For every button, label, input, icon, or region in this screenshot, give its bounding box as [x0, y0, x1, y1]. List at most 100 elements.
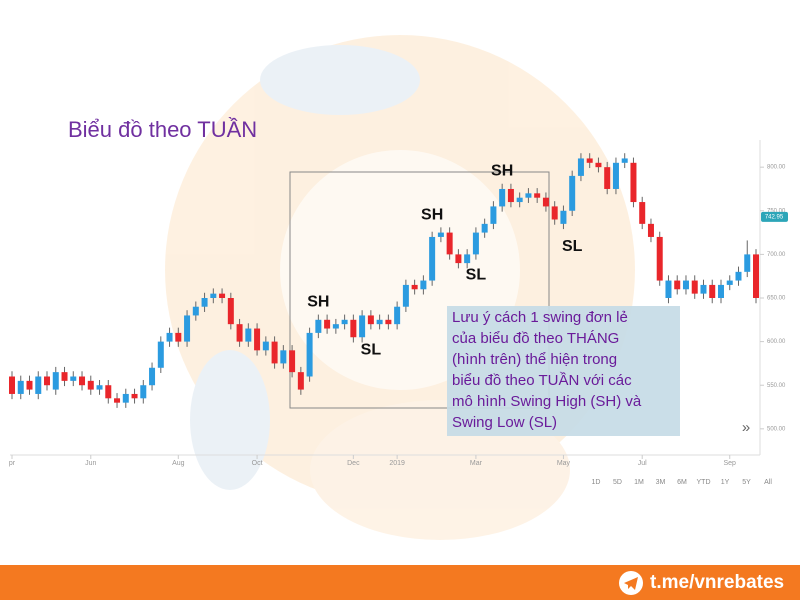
x-tick-label: Mar: [470, 460, 483, 467]
candle-body: [26, 380, 33, 390]
candle-body: [114, 398, 121, 403]
range-button[interactable]: 6M: [677, 479, 687, 486]
candle-body: [753, 254, 759, 298]
candle-body: [525, 193, 532, 198]
candle-body: [472, 232, 479, 255]
range-buttons: 1D 5D 1M 3M 6M YTD 1Y 5Y All: [592, 479, 773, 486]
footer-bar: [0, 565, 800, 600]
note-line: Lưu ý cách 1 swing đơn lẻ: [452, 309, 628, 326]
x-tick-label: 2019: [389, 460, 405, 467]
candle-body: [140, 385, 147, 399]
note-line: của biểu đồ theo THÁNG: [452, 330, 619, 347]
note: Lưu ý cách 1 swing đơn lẻ của biểu đồ the…: [452, 309, 642, 431]
candle-body: [166, 332, 173, 342]
y-tick-label: 700.00: [767, 252, 786, 258]
candle-body: [184, 315, 191, 342]
candle-body: [385, 319, 392, 325]
candle-body: [394, 306, 401, 325]
candle-body: [402, 284, 409, 307]
range-button[interactable]: 3M: [656, 479, 666, 486]
candle-body: [105, 385, 112, 399]
candle-body: [332, 324, 339, 329]
range-button[interactable]: 1Y: [721, 479, 730, 486]
x-tick-label: pr: [9, 460, 16, 467]
candle-body: [551, 206, 558, 220]
candle-body: [507, 188, 514, 203]
candle-body: [569, 175, 576, 211]
candle-body: [149, 367, 156, 386]
candle-body: [656, 236, 663, 281]
swing-label: SL: [466, 267, 487, 284]
note-line: biểu đồ theo TUẦN với các: [452, 372, 632, 389]
candle-body: [289, 350, 296, 373]
candle-body: [639, 202, 646, 224]
note-line: mô hình Swing High (SH) và: [452, 393, 642, 410]
candle-body: [79, 376, 86, 386]
candle-body: [595, 162, 602, 168]
candle-body: [359, 315, 366, 338]
telegram-glyph: [624, 577, 638, 590]
candle-body: [560, 210, 567, 224]
range-button[interactable]: YTD: [697, 479, 711, 486]
swing-label: SH: [491, 163, 513, 180]
candle-body: [52, 372, 59, 390]
note-box: [447, 306, 680, 436]
candle-body: [612, 162, 619, 189]
candle-body: [420, 280, 427, 290]
range-button[interactable]: 1M: [634, 479, 644, 486]
swing-label: SH: [421, 206, 443, 223]
candle-body: [735, 271, 742, 281]
chart-title: Biểu đồ theo TUẦN: [68, 117, 257, 142]
x-tick-label: May: [557, 460, 571, 467]
candle-body: [227, 298, 234, 325]
candle-body: [367, 315, 374, 325]
scroll-button[interactable]: »: [742, 419, 750, 436]
candle-body: [534, 193, 541, 198]
candle-body: [700, 284, 707, 294]
candle-body: [744, 254, 751, 272]
y-tick-label: 650.00: [767, 296, 786, 302]
current-price-badge: [761, 211, 788, 222]
candle-body: [9, 376, 15, 394]
candle-body: [192, 306, 199, 316]
range-button[interactable]: 5D: [613, 479, 622, 486]
candle-body: [35, 376, 42, 394]
candle-body: [411, 284, 418, 290]
candle-body: [682, 280, 689, 290]
candle-body: [455, 254, 462, 264]
candle-body: [236, 324, 243, 342]
candle-body: [490, 206, 497, 224]
note-line: (hình trên) thể hiện trong: [452, 351, 617, 368]
x-tick-label: Jul: [638, 460, 647, 467]
candle-body: [17, 380, 24, 394]
candle-body: [647, 223, 654, 237]
candle-body: [709, 284, 716, 298]
candle-body: [70, 376, 77, 381]
plot: 800.00 750.00 700.00 650.00 600.00 550.00 500.…: [9, 153, 788, 467]
range-button[interactable]: All: [764, 479, 772, 486]
candle-body: [157, 341, 164, 368]
candle-body: [691, 280, 698, 294]
x-tick-label: Sep: [724, 460, 737, 467]
y-tick-label: 750.00: [767, 208, 786, 214]
range-button[interactable]: 1D: [592, 479, 601, 486]
candle-body: [306, 332, 313, 377]
y-tick-label: 800.00: [767, 165, 786, 171]
candle-body: [630, 162, 637, 203]
candle-body: [429, 236, 436, 281]
scroll-button-bg[interactable]: [735, 418, 757, 438]
swing-label: SH: [307, 294, 329, 311]
candle-body: [210, 293, 217, 298]
swing-label: SL: [361, 342, 382, 359]
footer-link[interactable]: t.me/vnrebates: [650, 572, 784, 593]
range-button[interactable]: 5Y: [742, 479, 751, 486]
candle-body: [245, 328, 252, 342]
candle-body: [44, 376, 51, 386]
candle-body: [122, 393, 129, 403]
candle-body: [271, 341, 278, 364]
candle-body: [96, 385, 103, 390]
candle-body: [499, 188, 506, 207]
candle-body: [586, 158, 593, 163]
candle-body: [219, 293, 226, 298]
